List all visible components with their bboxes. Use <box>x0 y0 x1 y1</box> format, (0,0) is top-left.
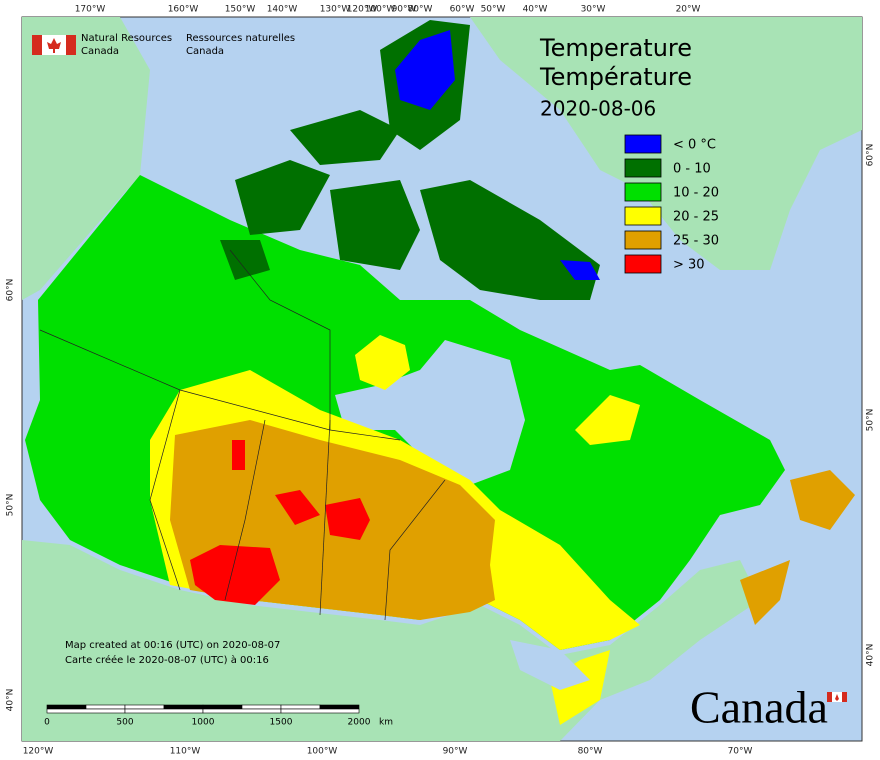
legend-label: > 30 <box>673 258 705 273</box>
scale-label: 0 <box>44 718 50 728</box>
lat-label: 40°N <box>866 644 876 667</box>
footnote: Map created at 00:16 (UTC) on 2020-08-07 <box>65 640 280 651</box>
lat-label: 40°N <box>6 689 16 712</box>
lat-label: 50°N <box>6 494 16 517</box>
scale-segment <box>124 708 204 714</box>
legend-label: < 0 °C <box>673 138 716 153</box>
region-25-30 <box>740 560 790 625</box>
lon-label: 160°W <box>168 5 199 15</box>
region-30 <box>190 545 280 605</box>
lon-label: 100°W <box>365 5 396 15</box>
region-30 <box>232 440 245 470</box>
boundary <box>319 419 331 616</box>
legend-swatch <box>624 206 662 226</box>
lon-label: 80°W <box>408 5 433 15</box>
lon-label: 50°W <box>481 5 506 15</box>
greenland <box>470 17 862 270</box>
lon-label: 90°W <box>443 747 468 757</box>
lon-label: 150°W <box>225 5 256 15</box>
legend-label: 25 - 30 <box>673 234 719 249</box>
legend-swatch <box>624 134 662 154</box>
lon-label: 80°W <box>578 747 603 757</box>
legend-swatch <box>624 230 662 250</box>
agency-en: Canada <box>81 46 119 57</box>
island <box>330 180 420 270</box>
legend-swatch <box>624 254 662 274</box>
title: Temperature <box>539 34 692 62</box>
basemap <box>22 17 862 741</box>
lon-label: 100°W <box>307 747 338 757</box>
lon-label: 120°W <box>23 747 54 757</box>
scale-label: 500 <box>116 718 133 728</box>
hudson-bay <box>335 340 525 485</box>
legend-label: 0 - 10 <box>673 162 711 177</box>
lon-label: 170°W <box>75 5 106 15</box>
scale-segment <box>124 704 165 710</box>
agency-fr: Ressources naturelles <box>186 33 295 44</box>
scale-label: 2000 <box>348 718 371 728</box>
flag <box>32 35 76 55</box>
lat-label: 60°N <box>6 279 16 302</box>
region-20-25 <box>575 395 640 445</box>
lon-label: 60°W <box>450 5 475 15</box>
graticule-labels: 170°W 160°W 150°W 140°W 130°W120°W100°W90°W8… <box>6 5 876 757</box>
agency-fr: Canada <box>186 46 224 57</box>
legend-swatch <box>624 182 662 202</box>
boundary <box>149 389 181 591</box>
alaska <box>22 17 150 300</box>
icecap <box>395 30 455 110</box>
scale-label: 1000 <box>192 718 215 728</box>
scale-segment <box>280 708 360 714</box>
agency-en: Natural Resources <box>81 33 172 44</box>
wordmark-flag <box>827 692 847 702</box>
scale-segment <box>163 704 204 710</box>
scale-bar: 0 500 1000 1500 2000 km <box>44 704 393 728</box>
footnote: Carte créée le 2020-08-07 (UTC) à 00:16 <box>65 654 269 666</box>
lon-label: 40°W <box>523 5 548 15</box>
region-20-25 <box>550 650 610 725</box>
scale-segment <box>241 704 282 710</box>
scale-segment <box>280 704 321 710</box>
icecap <box>560 260 600 280</box>
scale-segment <box>46 708 126 714</box>
boundary <box>224 419 266 601</box>
island <box>290 110 400 165</box>
scale-segment <box>202 704 243 710</box>
region-20-25 <box>355 335 410 390</box>
wordmark: Canada <box>690 682 828 733</box>
island <box>420 180 600 300</box>
scale-label: 1500 <box>270 718 293 728</box>
boundary <box>229 249 331 430</box>
lat-label: 60°N <box>866 144 876 167</box>
region-30 <box>275 490 320 525</box>
lon-label: 130°W <box>320 5 351 15</box>
lon-label: 90°W <box>392 5 417 15</box>
scale-segment <box>319 704 360 710</box>
title-fr: Température <box>539 63 692 91</box>
lon-label: 30°W <box>581 5 606 15</box>
legend-label: 10 - 20 <box>673 186 719 201</box>
scale-segment <box>202 708 282 714</box>
lat-label: 50°N <box>866 409 876 432</box>
lon-label: 20°W <box>676 5 701 15</box>
scale-segment <box>46 704 87 710</box>
island <box>220 240 270 280</box>
lon-label: 110°W <box>170 747 201 757</box>
island <box>235 160 330 235</box>
region-30 <box>325 498 370 540</box>
boundary <box>384 479 446 621</box>
lon-label: 120°W <box>347 5 378 15</box>
date: 2020-08-06 <box>540 97 656 121</box>
lon-label: 70°W <box>728 747 753 757</box>
lon-label: 140°W <box>267 5 298 15</box>
lake <box>510 640 590 690</box>
scale-unit: km <box>379 718 393 728</box>
legend-label: 20 - 25 <box>673 210 719 225</box>
legend-swatch <box>624 158 662 178</box>
scale-segment <box>85 704 126 710</box>
region-25-30 <box>790 470 855 530</box>
boundary <box>39 329 401 441</box>
legend: < 0 °C 0 - 10 10 - 20 20 - 25 25 - 30 > 30 <box>624 134 719 274</box>
